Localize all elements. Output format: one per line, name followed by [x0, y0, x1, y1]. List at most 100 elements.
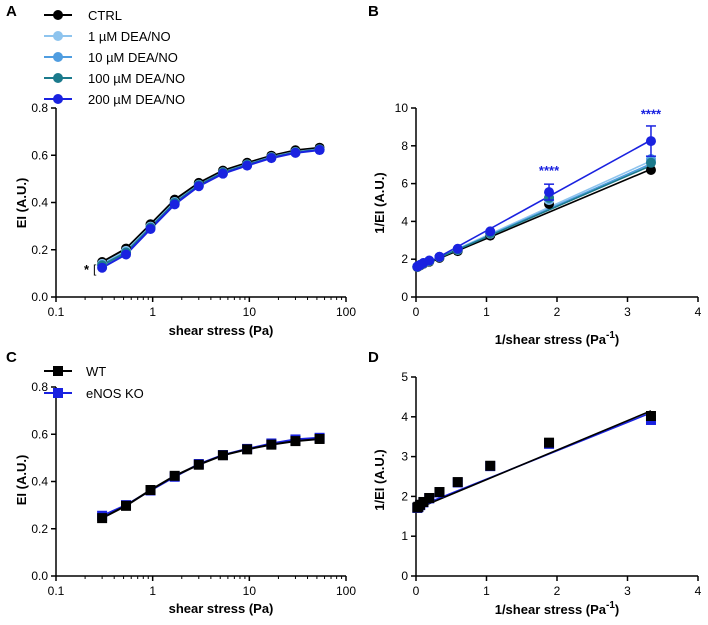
- data-point-wt: [452, 477, 463, 488]
- legend-marker-100um: [53, 73, 63, 83]
- y-tick-label-panel-a: 0.2: [31, 243, 48, 257]
- legend-marker-1um: [53, 31, 63, 41]
- data-point-200-m-dea-no: [544, 187, 555, 198]
- y-tick-label-panel-a: 0.6: [31, 148, 48, 162]
- data-point-200-m-dea-no: [314, 145, 325, 156]
- y-axis-title-c: EI (A.U.): [14, 455, 29, 506]
- x-axis-title-d-close: ): [615, 602, 619, 617]
- legend-label-100um: 100 µM DEA/NO: [88, 71, 185, 86]
- data-point-ctrl: [645, 164, 656, 175]
- panel-letter-d: D: [368, 349, 379, 366]
- y-tick-label-panel-c: 0.4: [31, 475, 48, 489]
- data-point-wt: [217, 450, 228, 461]
- y-tick-label-panel-b: 8: [401, 139, 408, 153]
- y-axis-title-a: EI (A.U.): [14, 178, 29, 229]
- legend-item-10um: 10 µM DEA/NO: [44, 50, 178, 65]
- significance-bracket-a: [: [93, 262, 97, 276]
- legend-label-ctrl: CTRL: [88, 8, 122, 23]
- fit-line-100-m-dea-no: [415, 164, 652, 269]
- x-tick-label-panel-c: 0.1: [48, 584, 65, 598]
- data-point-wt: [169, 470, 180, 481]
- x-tick-label-panel-c: 10: [243, 584, 257, 598]
- legend-label-enos: eNOS KO: [86, 386, 144, 401]
- data-point-200-m-dea-no: [290, 147, 301, 158]
- data-point-200-m-dea-no: [217, 168, 228, 179]
- data-point-200-m-dea-no: [242, 160, 253, 171]
- legend-item-enos: eNOS KO: [44, 386, 144, 401]
- fit-line-ctrl: [415, 168, 652, 270]
- x-tick-label-panel-b: 3: [624, 305, 631, 319]
- x-axis-title-d-main: 1/shear stress (Pa: [495, 602, 607, 617]
- data-point-wt: [145, 485, 156, 496]
- x-tick-label-panel-b: 2: [554, 305, 561, 319]
- legend-item-200um: 200 µM DEA/NO: [44, 92, 185, 107]
- x-tick-label-panel-a: 0.1: [48, 305, 65, 319]
- y-tick-label-panel-b: 6: [401, 177, 408, 191]
- x-tick-label-panel-b: 0: [413, 305, 420, 319]
- data-point-200-m-dea-no: [645, 136, 656, 147]
- x-tick-label-panel-b: 1: [483, 305, 490, 319]
- chart-panel-d: 0 1 2 3 4 5 0 1 2 3 4 1/shear stress (Pa-1) 1/EI (…: [372, 370, 702, 617]
- chart-panel-b: 0 2 4 6 8 10 0 1 2 3 4 **** **** 1/shear stress (Pa…: [372, 101, 702, 347]
- legend-item-ctrl: CTRL: [44, 8, 122, 23]
- data-point-200-m-dea-no: [169, 199, 180, 210]
- series-line-200-m-dea-no: [101, 149, 320, 269]
- y-axis-title-d: 1/EI (A.U.): [372, 449, 387, 510]
- x-axis-title-b-sup: -1: [606, 330, 615, 341]
- data-point-200-m-dea-no: [452, 243, 463, 254]
- y-tick-label-panel-c: 0.0: [31, 569, 48, 583]
- series-line-enos-ko: [101, 436, 320, 517]
- y-tick-label-panel-a: 0.4: [31, 196, 48, 210]
- legend-marker-200um: [53, 94, 63, 104]
- x-axis-title-d: 1/shear stress (Pa-1): [495, 600, 620, 617]
- y-tick-label-panel-d: 3: [401, 450, 408, 464]
- y-tick-label-panel-d: 4: [401, 410, 408, 424]
- data-point-200-m-dea-no: [121, 249, 132, 260]
- x-tick-label-panel-d: 2: [554, 584, 561, 598]
- x-tick-label-panel-a: 1: [149, 305, 156, 319]
- y-tick-label-panel-a: 0.0: [31, 290, 48, 304]
- x-axis-title-d-sup: -1: [606, 600, 615, 611]
- data-point-200-m-dea-no: [434, 251, 445, 262]
- x-tick-label-panel-d: 1: [483, 584, 490, 598]
- significance-star-a: *: [84, 262, 90, 277]
- data-point-100-m-dea-no: [645, 157, 656, 168]
- y-tick-label-panel-b: 2: [401, 252, 408, 266]
- legend-marker-10um: [53, 52, 63, 62]
- data-point-wt: [314, 433, 325, 444]
- series-line-10-m-dea-no: [101, 148, 320, 266]
- data-point-wt: [242, 444, 253, 455]
- x-tick-label-panel-b: 4: [695, 305, 702, 319]
- x-axis-title-c: shear stress (Pa): [169, 601, 274, 616]
- data-point-wt: [544, 437, 555, 448]
- x-tick-label-panel-a: 100: [336, 305, 356, 319]
- chart-panel-a: 0.0 0.2 0.4 0.6 0.8 0.1 1 10 100 CTRL 1 µM DEA/N…: [14, 8, 356, 338]
- y-tick-label-panel-d: 0: [401, 569, 408, 583]
- data-point-wt: [266, 439, 277, 450]
- y-tick-label-panel-d: 2: [401, 489, 408, 503]
- data-point-wt: [418, 496, 429, 507]
- legend-label-10um: 10 µM DEA/NO: [88, 50, 178, 65]
- y-tick-label-panel-b: 0: [401, 290, 408, 304]
- data-point-200-m-dea-no: [485, 226, 496, 237]
- panel-letter-a: A: [6, 3, 17, 20]
- data-point-200-m-dea-no: [424, 255, 435, 266]
- y-tick-label-panel-c: 0.6: [31, 427, 48, 441]
- legend-marker-wt: [53, 366, 63, 376]
- fit-line-200-m-dea-no: [415, 139, 652, 271]
- x-axis-title-b-main: 1/shear stress (Pa: [495, 332, 607, 347]
- x-axis-title-b: 1/shear stress (Pa-1): [495, 330, 620, 347]
- significance-annotation-panel-b: ****: [641, 106, 662, 121]
- legend-item-wt: WT: [44, 364, 106, 379]
- data-point-200-m-dea-no: [145, 223, 156, 234]
- data-point-200-m-dea-no: [193, 181, 204, 192]
- x-tick-label-panel-d: 4: [695, 584, 702, 598]
- chart-panel-c: 0.0 0.2 0.4 0.6 0.8 0.1 1 10 100 WT eNOS KO shea…: [14, 364, 356, 616]
- legend-marker-ctrl: [53, 10, 63, 20]
- legend-item-100um: 100 µM DEA/NO: [44, 71, 185, 86]
- x-tick-label-panel-d: 0: [413, 584, 420, 598]
- data-point-200-m-dea-no: [97, 262, 108, 273]
- x-tick-label-panel-d: 3: [624, 584, 631, 598]
- legend-label-200um: 200 µM DEA/NO: [88, 92, 185, 107]
